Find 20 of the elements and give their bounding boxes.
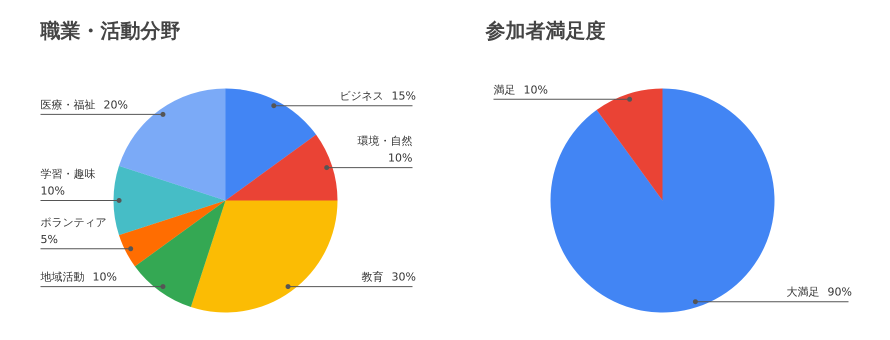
data-label: 10% <box>92 270 117 284</box>
data-label: 30% <box>392 270 416 284</box>
slice-label: 医療・福祉 <box>40 98 96 112</box>
slice-label: ビジネス <box>340 90 384 103</box>
data-label: 10% <box>388 152 413 165</box>
slice-label: 環境・自然 <box>358 134 412 148</box>
data-label: 90% <box>828 286 852 299</box>
data-label: 15% <box>392 90 416 103</box>
chart-title: 参加者満足度 <box>484 18 606 42</box>
chart-title: 職業・活動分野 <box>40 18 180 42</box>
data-label: 20% <box>104 98 128 112</box>
data-label: 10% <box>40 184 65 198</box>
slice-label: 教育 <box>362 270 384 284</box>
slice-label: 大満足 <box>786 286 820 299</box>
data-label: 5% <box>40 232 58 246</box>
data-label: 10% <box>524 83 548 96</box>
slice-label: 地域活動 <box>40 270 84 284</box>
slice-label: ボランティア <box>40 216 106 229</box>
slice-label: 満足 <box>494 83 516 96</box>
slice-label: 学習・趣味 <box>40 168 96 180</box>
